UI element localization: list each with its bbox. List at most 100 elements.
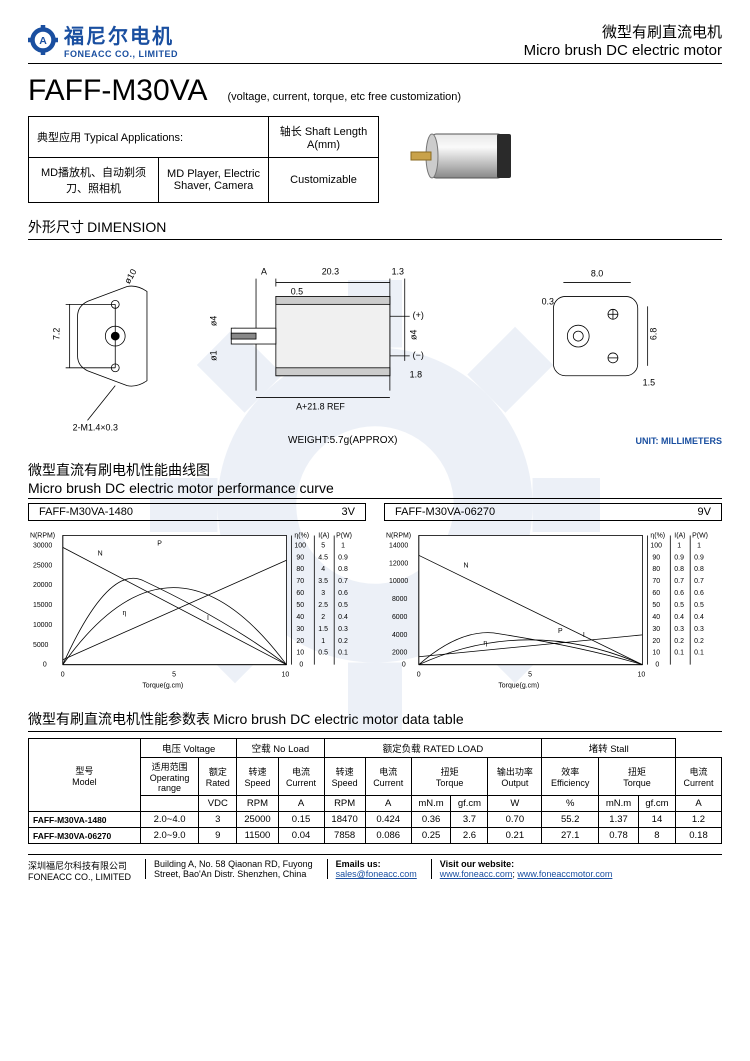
data-cell: 0.15 xyxy=(278,812,324,828)
svg-text:P: P xyxy=(157,540,162,547)
svg-text:8.0: 8.0 xyxy=(591,269,603,279)
svg-text:50: 50 xyxy=(296,602,304,609)
footer-web1[interactable]: www.foneacc.com xyxy=(440,869,513,879)
logo: A 福尼尔电机 FONEACC CO., LIMITED xyxy=(28,20,178,59)
shaft-header: 轴长 Shaft Length A(mm) xyxy=(269,117,379,158)
svg-text:0.5: 0.5 xyxy=(674,602,684,609)
unit-cell: % xyxy=(542,796,599,812)
data-cell: 8 xyxy=(638,828,675,844)
svg-text:0: 0 xyxy=(299,662,303,669)
svg-text:0.5: 0.5 xyxy=(318,650,328,657)
svg-text:I: I xyxy=(207,615,209,622)
svg-text:10: 10 xyxy=(638,672,646,679)
svg-text:I(A): I(A) xyxy=(674,532,685,539)
svg-text:A+21.8 REF: A+21.8 REF xyxy=(296,401,345,411)
svg-text:ø10: ø10 xyxy=(122,267,138,285)
unit-cell: A xyxy=(365,796,411,812)
svg-text:0.3: 0.3 xyxy=(694,626,704,633)
curve-left-model: FAFF-M30VA-1480 xyxy=(39,506,133,518)
footer-addr1: Building A, No. 58 Qiaonan RD, Fuyong xyxy=(154,859,313,869)
dimension-title-cn: 外形尺寸 xyxy=(28,219,84,235)
svg-text:η: η xyxy=(483,640,487,647)
svg-text:0.8: 0.8 xyxy=(694,566,704,573)
svg-text:10000: 10000 xyxy=(389,578,408,585)
svg-text:A: A xyxy=(39,34,47,46)
dimension-drawing: 7.2 ø10 2-M1.4×0.3 A 20.3 1.3 xyxy=(28,246,722,446)
unit-cell: mN.m xyxy=(599,796,639,812)
data-cell: 25000 xyxy=(237,812,278,828)
svg-text:P(W): P(W) xyxy=(692,532,708,539)
svg-text:Torque(g.cm): Torque(g.cm) xyxy=(498,683,539,690)
data-cell: 7858 xyxy=(324,828,365,844)
footer-email[interactable]: sales@foneacc.com xyxy=(336,869,417,879)
data-cell: 55.2 xyxy=(542,812,599,828)
svg-text:ø4: ø4 xyxy=(208,316,218,326)
svg-text:N: N xyxy=(98,550,103,557)
svg-text:4000: 4000 xyxy=(392,632,408,639)
data-cell: 27.1 xyxy=(542,828,599,844)
header-title-en: Micro brush DC electric motor xyxy=(524,42,722,59)
shaft-value: Customizable xyxy=(269,158,379,203)
svg-text:2: 2 xyxy=(321,614,325,621)
svg-text:10: 10 xyxy=(282,672,290,679)
curve-header-left: FAFF-M30VA-1480 3V xyxy=(28,503,366,521)
svg-text:0.1: 0.1 xyxy=(694,650,704,657)
svg-text:80: 80 xyxy=(296,566,304,573)
model-number: FAFF-M30VA xyxy=(28,74,207,108)
svg-text:0.2: 0.2 xyxy=(338,638,348,645)
logo-cn: 福尼尔电机 xyxy=(64,20,178,49)
svg-text:5: 5 xyxy=(172,672,176,679)
svg-text:0.2: 0.2 xyxy=(674,638,684,645)
footer-company-en: FONEACC CO., LIMITED xyxy=(28,872,131,882)
data-cell: FAFF-M30VA-06270 xyxy=(29,828,141,844)
data-cell: 0.086 xyxy=(365,828,411,844)
curve-right-voltage: 9V xyxy=(698,506,711,518)
data-table: 型号Model 电压 Voltage 空载 No Load 额定负载 RATED… xyxy=(28,738,722,844)
svg-text:15000: 15000 xyxy=(33,602,52,609)
footer-web2[interactable]: www.foneaccmotor.com xyxy=(517,869,612,879)
unit-cell: gf.cm xyxy=(451,796,488,812)
svg-text:0.5: 0.5 xyxy=(291,286,303,296)
data-cell: FAFF-M30VA-1480 xyxy=(29,812,141,828)
curve-title-en: Micro brush DC electric motor performanc… xyxy=(28,480,722,496)
svg-text:Torque(g.cm): Torque(g.cm) xyxy=(142,683,183,690)
svg-text:0.7: 0.7 xyxy=(674,578,684,585)
svg-text:0: 0 xyxy=(43,662,47,669)
svg-text:20: 20 xyxy=(652,638,660,645)
svg-text:70: 70 xyxy=(296,578,304,585)
svg-text:12000: 12000 xyxy=(389,560,408,567)
svg-text:N: N xyxy=(464,562,469,569)
svg-text:0.4: 0.4 xyxy=(674,614,684,621)
svg-text:(−): (−) xyxy=(413,350,424,360)
svg-text:I(A): I(A) xyxy=(318,532,329,539)
unit-cell: VDC xyxy=(199,796,237,812)
data-cell: 0.25 xyxy=(411,828,451,844)
datatable-title-cn: 微型有刷直流电机性能参数表 xyxy=(28,711,210,727)
svg-text:30000: 30000 xyxy=(33,542,52,549)
svg-text:0.9: 0.9 xyxy=(674,554,684,561)
svg-text:0.9: 0.9 xyxy=(694,554,704,561)
svg-text:90: 90 xyxy=(652,554,660,561)
unit-cell: A xyxy=(675,796,721,812)
svg-text:10000: 10000 xyxy=(33,622,52,629)
data-cell: 0.21 xyxy=(488,828,542,844)
svg-text:0: 0 xyxy=(402,662,406,669)
svg-text:0.6: 0.6 xyxy=(674,590,684,597)
data-cell: 0.18 xyxy=(675,828,721,844)
svg-text:1.3: 1.3 xyxy=(392,267,404,277)
svg-text:40: 40 xyxy=(652,614,660,621)
svg-text:N(RPM): N(RPM) xyxy=(30,532,55,539)
svg-text:5: 5 xyxy=(528,672,532,679)
svg-text:0.7: 0.7 xyxy=(338,578,348,585)
svg-text:I: I xyxy=(583,632,585,639)
curve-header-right: FAFF-M30VA-06270 9V xyxy=(384,503,722,521)
svg-text:0.9: 0.9 xyxy=(338,554,348,561)
svg-text:0.1: 0.1 xyxy=(674,650,684,657)
data-cell: 2.0~9.0 xyxy=(140,828,198,844)
unit-cell: RPM xyxy=(324,796,365,812)
svg-text:10: 10 xyxy=(652,650,660,657)
data-cell: 0.424 xyxy=(365,812,411,828)
svg-text:25000: 25000 xyxy=(33,562,52,569)
svg-text:60: 60 xyxy=(296,590,304,597)
unit-cell: A xyxy=(278,796,324,812)
